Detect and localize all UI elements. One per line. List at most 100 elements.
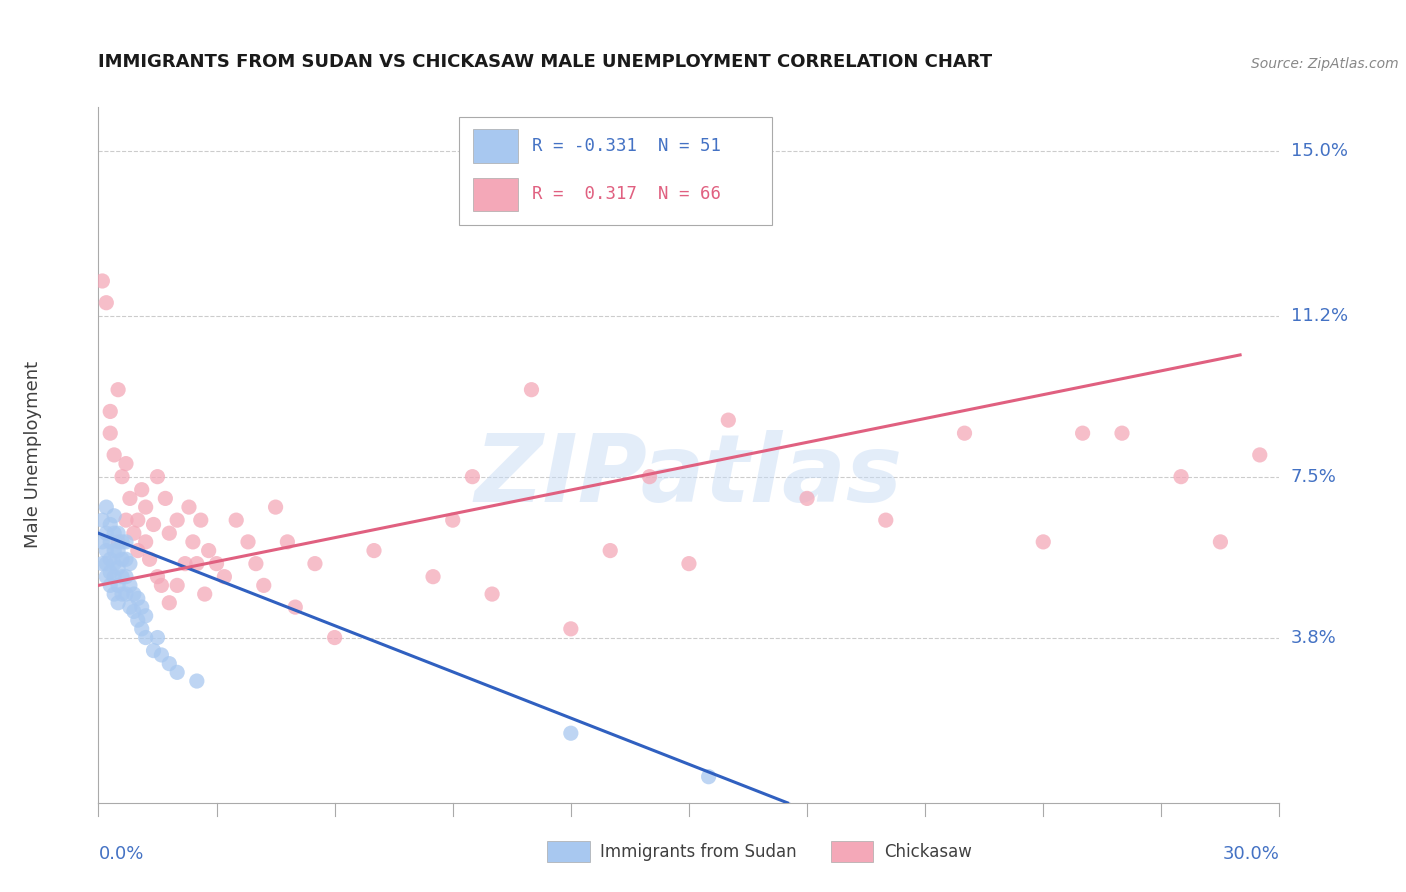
Point xyxy=(111,552,134,566)
Point xyxy=(98,535,121,549)
Text: ZIPatlas: ZIPatlas xyxy=(475,430,903,522)
Point xyxy=(98,517,121,532)
Point xyxy=(1209,535,1232,549)
Point xyxy=(875,513,897,527)
Point xyxy=(111,469,134,483)
Point xyxy=(697,770,720,784)
Point xyxy=(96,295,118,310)
Point xyxy=(91,274,114,288)
Point xyxy=(98,426,121,441)
Point xyxy=(146,570,169,584)
Point xyxy=(1071,426,1094,441)
Point xyxy=(135,535,157,549)
Point xyxy=(118,578,141,592)
Point xyxy=(236,535,259,549)
Point xyxy=(96,526,118,541)
Point xyxy=(107,383,129,397)
FancyBboxPatch shape xyxy=(547,841,589,862)
Point xyxy=(953,426,976,441)
Point xyxy=(181,535,204,549)
Point xyxy=(264,500,287,514)
Point xyxy=(174,557,197,571)
Point xyxy=(481,587,503,601)
Point xyxy=(245,557,267,571)
Point xyxy=(122,526,145,541)
Text: Source: ZipAtlas.com: Source: ZipAtlas.com xyxy=(1251,57,1399,71)
Point xyxy=(131,600,153,615)
Point xyxy=(111,535,134,549)
Text: 30.0%: 30.0% xyxy=(1223,845,1279,863)
Point xyxy=(118,557,141,571)
FancyBboxPatch shape xyxy=(472,129,517,162)
Point xyxy=(115,570,138,584)
Point xyxy=(190,513,212,527)
Point xyxy=(363,543,385,558)
Point xyxy=(157,526,180,541)
Point xyxy=(520,383,543,397)
Point xyxy=(96,570,118,584)
Point xyxy=(135,500,157,514)
Point xyxy=(142,517,165,532)
Point xyxy=(91,557,114,571)
Point xyxy=(98,404,121,418)
Point xyxy=(91,513,114,527)
Text: 15.0%: 15.0% xyxy=(1291,142,1347,160)
Point xyxy=(122,605,145,619)
Point xyxy=(103,448,125,462)
Point xyxy=(122,587,145,601)
Point xyxy=(142,643,165,657)
Point xyxy=(1032,535,1054,549)
Point xyxy=(166,513,188,527)
Point xyxy=(253,578,276,592)
Point xyxy=(103,557,125,571)
Point xyxy=(115,587,138,601)
Point xyxy=(150,648,173,662)
Point xyxy=(1170,469,1192,483)
Point xyxy=(135,608,157,623)
Text: Chickasaw: Chickasaw xyxy=(884,843,972,861)
Point xyxy=(127,613,149,627)
Point xyxy=(166,665,188,680)
Point xyxy=(225,513,247,527)
Point xyxy=(118,491,141,506)
Point xyxy=(166,578,188,592)
Point xyxy=(155,491,177,506)
Point xyxy=(107,561,129,575)
Point xyxy=(146,469,169,483)
Point xyxy=(98,578,121,592)
Point xyxy=(115,552,138,566)
Point xyxy=(103,543,125,558)
Text: 3.8%: 3.8% xyxy=(1291,629,1336,647)
FancyBboxPatch shape xyxy=(472,178,517,211)
Point xyxy=(461,469,484,483)
Point xyxy=(157,596,180,610)
Point xyxy=(135,631,157,645)
Point xyxy=(138,552,160,566)
Point xyxy=(127,543,149,558)
Point xyxy=(422,570,444,584)
Point xyxy=(177,500,200,514)
Point xyxy=(186,557,208,571)
Point xyxy=(678,557,700,571)
Point xyxy=(304,557,326,571)
Point xyxy=(560,726,582,740)
Point xyxy=(98,566,121,580)
FancyBboxPatch shape xyxy=(831,841,873,862)
Point xyxy=(107,596,129,610)
Point xyxy=(91,535,114,549)
Text: Male Unemployment: Male Unemployment xyxy=(24,361,42,549)
Point xyxy=(1111,426,1133,441)
Point xyxy=(146,631,169,645)
Point xyxy=(150,578,173,592)
Point xyxy=(115,513,138,527)
Point xyxy=(107,535,129,549)
Point xyxy=(197,543,219,558)
Point xyxy=(127,513,149,527)
FancyBboxPatch shape xyxy=(458,118,772,226)
Point xyxy=(194,587,217,601)
Point xyxy=(103,587,125,601)
Text: R =  0.317  N = 66: R = 0.317 N = 66 xyxy=(531,185,721,203)
Point xyxy=(98,552,121,566)
Point xyxy=(107,543,129,558)
Point xyxy=(103,570,125,584)
